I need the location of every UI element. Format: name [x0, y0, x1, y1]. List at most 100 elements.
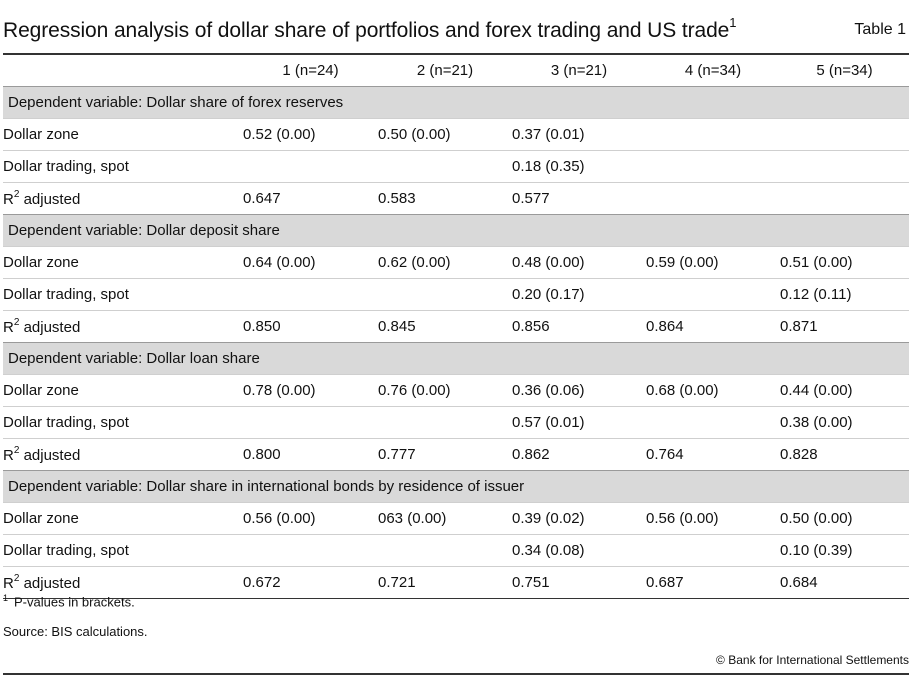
- table-cell: 0.52 (0.00): [243, 118, 378, 151]
- table-cell: 0.59 (0.00): [646, 246, 780, 279]
- table-cell: 0.50 (0.00): [378, 118, 512, 151]
- table-cell: 0.871: [780, 310, 909, 343]
- table-cell: [646, 182, 780, 215]
- table-cell: 0.38 (0.00): [780, 406, 909, 439]
- column-header-4: 4 (n=34): [684, 62, 742, 79]
- table-cell: 0.44 (0.00): [780, 374, 909, 407]
- table-row: Dollar trading, spot 0.20 (0.17) 0.12 (0.1…: [3, 278, 909, 311]
- table-cell: 0.76 (0.00): [378, 374, 512, 407]
- table-cell: 0.10 (0.39): [780, 534, 909, 567]
- row-label: Dollar trading, spot: [3, 406, 243, 439]
- table-row: Dollar trading, spot 0.34 (0.08) 0.10 (0.3…: [3, 534, 909, 567]
- table-cell: [646, 278, 780, 311]
- table-cell: 0.51 (0.00): [780, 246, 909, 279]
- footnote-1: 1 P-values in brackets.: [3, 590, 135, 610]
- table-cell: 0.856: [512, 310, 646, 343]
- row-label: Dollar zone: [3, 246, 243, 279]
- table-number: Table 1: [854, 21, 906, 38]
- column-header-1: 1 (n=24): [282, 62, 339, 79]
- source-note: Source: BIS calculations.: [3, 624, 148, 639]
- table-row: Dollar zone 0.52 (0.00) 0.50 (0.00) 0.37 (0…: [3, 118, 909, 151]
- column-header-blank: [3, 55, 243, 87]
- table-cell: [646, 406, 780, 439]
- table-row: Dollar trading, spot 0.18 (0.35): [3, 150, 909, 183]
- table-cell: 0.800: [243, 438, 378, 471]
- table-row: R2 adjusted 0.672 0.721 0.751 0.687 0.684: [3, 566, 909, 599]
- table-cell: 0.36 (0.06): [512, 374, 646, 407]
- row-label-superscript: 2: [13, 444, 20, 456]
- regression-table: 1 (n=24) 2 (n=21) 3 (n=21) 4 (n=34) 5 (n…: [3, 55, 909, 599]
- table-cell: 0.687: [646, 566, 780, 599]
- row-label-text: R: [3, 574, 14, 592]
- section-heading-row: Dependent variable: Dollar share of fore…: [3, 86, 909, 119]
- table-cell: 0.20 (0.17): [512, 278, 646, 311]
- row-label: R2 adjusted: [3, 438, 243, 471]
- column-header-2: 2 (n=21): [416, 62, 474, 79]
- table-cell: 0.78 (0.00): [243, 374, 378, 407]
- table-cell: 0.48 (0.00): [512, 246, 646, 279]
- table-cell: [378, 150, 512, 183]
- row-label-text: R: [3, 318, 14, 336]
- row-label: Dollar trading, spot: [3, 534, 243, 567]
- row-label-text: R: [3, 190, 14, 208]
- table-cell: 0.828: [780, 438, 909, 471]
- table-cell: 0.845: [378, 310, 512, 343]
- row-label-suffix: adjusted: [19, 446, 81, 464]
- table-cell: 0.647: [243, 182, 378, 215]
- table-cell: [646, 118, 780, 151]
- table-title: Regression analysis of dollar share of p…: [3, 15, 736, 43]
- table-cell: [243, 534, 378, 567]
- table-cell: [780, 182, 909, 215]
- section-heading: Dependent variable: Dollar loan share: [3, 342, 909, 375]
- table-cell: [378, 534, 512, 567]
- table-cell: 0.62 (0.00): [378, 246, 512, 279]
- table-cell: 063 (0.00): [378, 502, 512, 535]
- table-cell: 0.56 (0.00): [646, 502, 780, 535]
- top-rule: [3, 53, 909, 55]
- table-title-text: Regression analysis of dollar share of p…: [3, 19, 730, 42]
- row-label-superscript: 2: [13, 572, 20, 584]
- table-row: R2 adjusted 0.850 0.845 0.856 0.864 0.871: [3, 310, 909, 343]
- table-cell: [780, 118, 909, 151]
- row-label-text: R: [3, 446, 14, 464]
- table-cell: 0.57 (0.01): [512, 406, 646, 439]
- row-label: Dollar zone: [3, 374, 243, 407]
- table-row: Dollar zone 0.56 (0.00) 063 (0.00) 0.39 (0.…: [3, 502, 909, 535]
- column-header-5: 5 (n=34): [816, 62, 873, 79]
- section-heading: Dependent variable: Dollar share of fore…: [3, 86, 909, 119]
- table-row: Dollar zone 0.64 (0.00) 0.62 (0.00) 0.48 (0…: [3, 246, 909, 279]
- table-cell: 0.850: [243, 310, 378, 343]
- bottom-rule: [3, 673, 909, 675]
- table-cell: 0.68 (0.00): [646, 374, 780, 407]
- table-cell: 0.577: [512, 182, 646, 215]
- table-cell: 0.764: [646, 438, 780, 471]
- row-label: R2 adjusted: [3, 566, 243, 599]
- section-heading-row: Dependent variable: Dollar loan share: [3, 342, 909, 375]
- table-cell: 0.684: [780, 566, 909, 599]
- table-cell: 0.64 (0.00): [243, 246, 378, 279]
- row-label: Dollar zone: [3, 502, 243, 535]
- footnote-text: P-values in brackets.: [14, 594, 135, 610]
- table-cell: [378, 278, 512, 311]
- table-cell: [646, 534, 780, 567]
- table-cell: 0.583: [378, 182, 512, 215]
- row-label-suffix: adjusted: [19, 574, 81, 592]
- section-heading-row: Dependent variable: Dollar share in inte…: [3, 470, 909, 503]
- section-heading: Dependent variable: Dollar deposit share: [3, 214, 909, 247]
- table-cell: [243, 278, 378, 311]
- table-cell: [243, 150, 378, 183]
- section-heading: Dependent variable: Dollar share in inte…: [3, 470, 909, 503]
- table-cell: 0.37 (0.01): [512, 118, 646, 151]
- row-label-superscript: 2: [13, 316, 20, 328]
- row-label: Dollar trading, spot: [3, 278, 243, 311]
- table-cell: 0.777: [378, 438, 512, 471]
- column-header-3: 3 (n=21): [550, 62, 608, 79]
- table-cell: 0.862: [512, 438, 646, 471]
- table-cell: 0.39 (0.02): [512, 502, 646, 535]
- row-label-superscript: 2: [13, 188, 20, 200]
- table-cell: 0.672: [243, 566, 378, 599]
- row-label: Dollar trading, spot: [3, 150, 243, 183]
- table-row: Dollar trading, spot 0.57 (0.01) 0.38 (0.0…: [3, 406, 909, 439]
- row-label-suffix: adjusted: [19, 318, 81, 336]
- table-cell: 0.12 (0.11): [780, 278, 909, 311]
